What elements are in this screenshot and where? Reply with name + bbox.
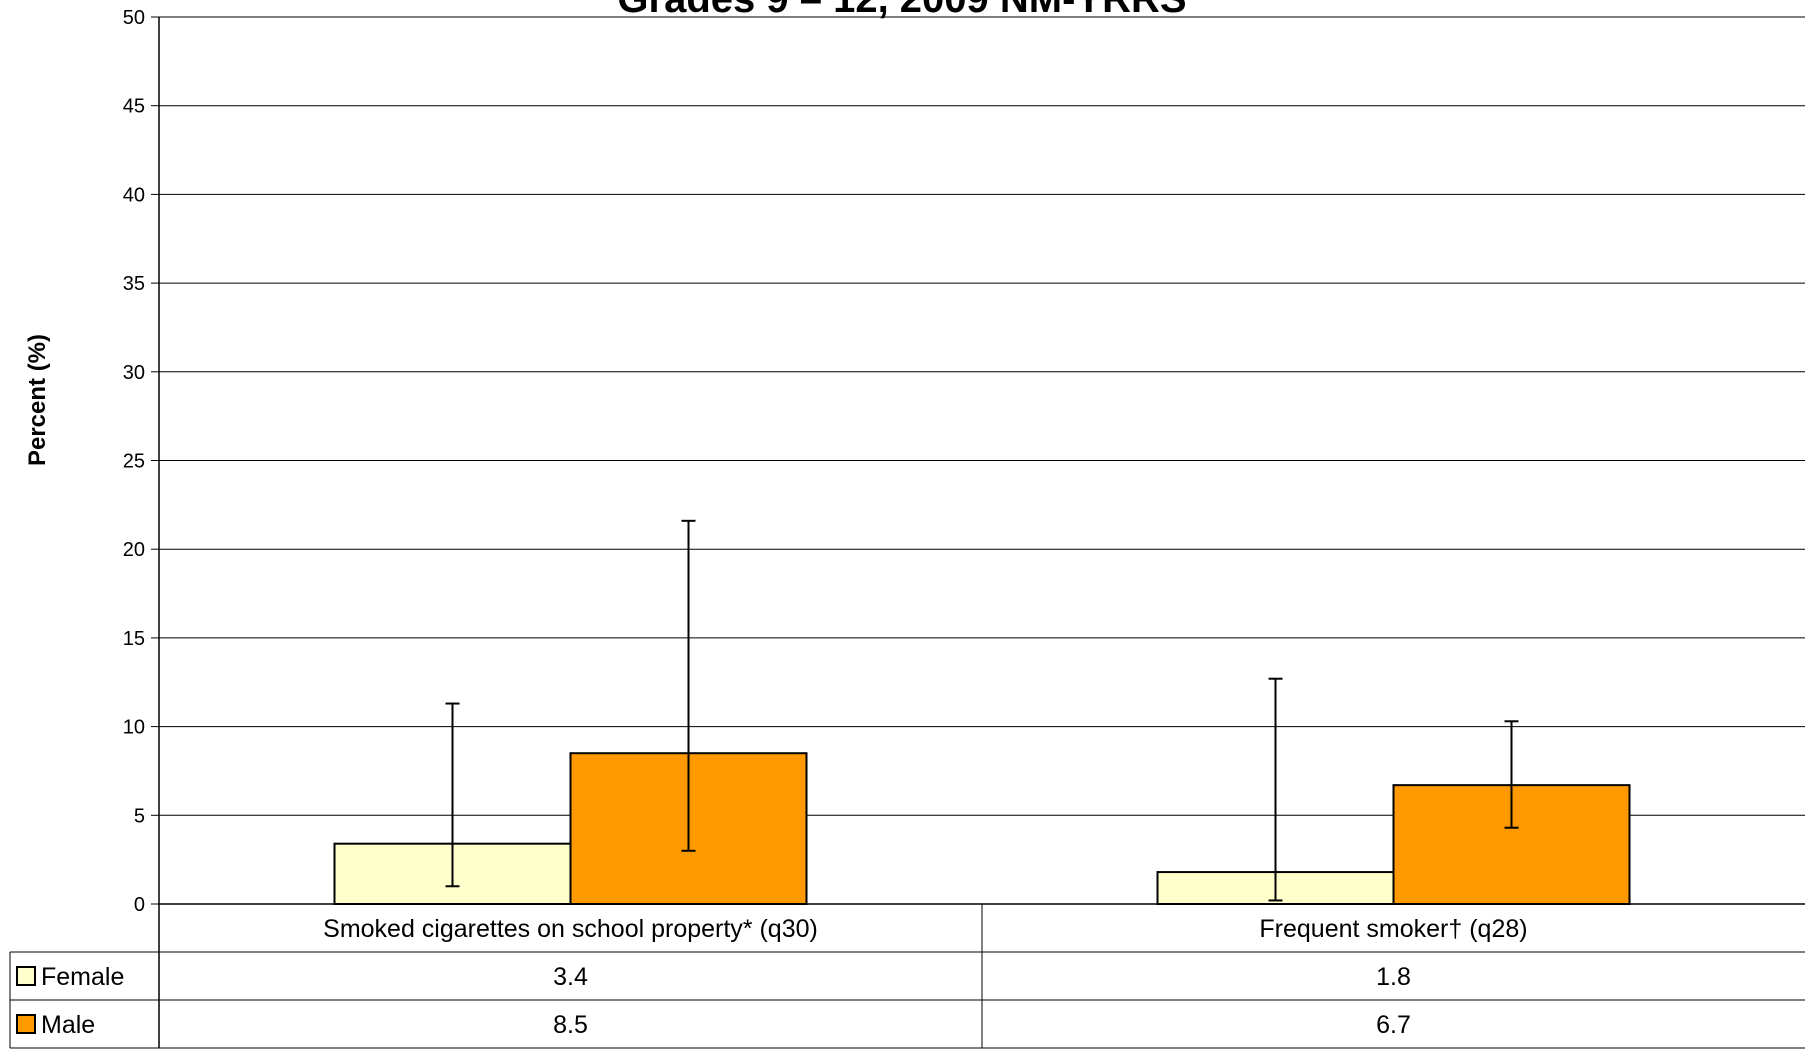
legend-key-male: [16, 1014, 36, 1034]
table-cell-value: 6.7: [1376, 1011, 1411, 1039]
table-cell-value: 3.4: [553, 963, 588, 991]
table-cell-value: 8.5: [553, 1011, 588, 1039]
x-category-label: Frequent smoker† (q28): [1259, 915, 1527, 943]
y-axis-ticks: 0 5 10 15 20 25 30 35 40 45 50: [123, 7, 159, 916]
error-bars: [445, 519, 1519, 902]
data-table: Smoked cigarettes on school property* (q…: [9, 904, 1805, 1049]
legend-key-female: [16, 966, 36, 986]
x-category-label: Smoked cigarettes on school property* (q…: [323, 915, 818, 943]
y-tick-label: 10: [123, 717, 145, 739]
error-bar-female-2: [1268, 677, 1283, 902]
y-tick-label: 5: [134, 805, 145, 827]
y-tick-label: 35: [123, 273, 145, 295]
gridlines: [159, 16, 1805, 816]
error-bar-male-2: [1504, 720, 1519, 829]
y-tick-label: 0: [134, 894, 145, 916]
y-axis-label: Percent (%): [24, 334, 51, 466]
y-tick-label: 50: [123, 7, 145, 29]
y-tick-label: 15: [123, 628, 145, 650]
bars: [333, 752, 1631, 906]
y-tick-label: 30: [123, 362, 145, 384]
error-bar-female-1: [445, 702, 460, 888]
error-bar-male-1: [681, 519, 696, 852]
y-tick-label: 45: [123, 96, 145, 118]
y-tick-label: 20: [123, 539, 145, 561]
table-cell-value: 1.8: [1376, 963, 1411, 991]
legend-label-male: Male: [41, 1011, 95, 1039]
chart-title: Grades 9 – 12, 2009 NM-YRRS: [617, 0, 1186, 21]
legend-label-female: Female: [41, 963, 124, 991]
y-tick-label: 40: [123, 184, 145, 206]
y-tick-label: 25: [123, 451, 145, 473]
